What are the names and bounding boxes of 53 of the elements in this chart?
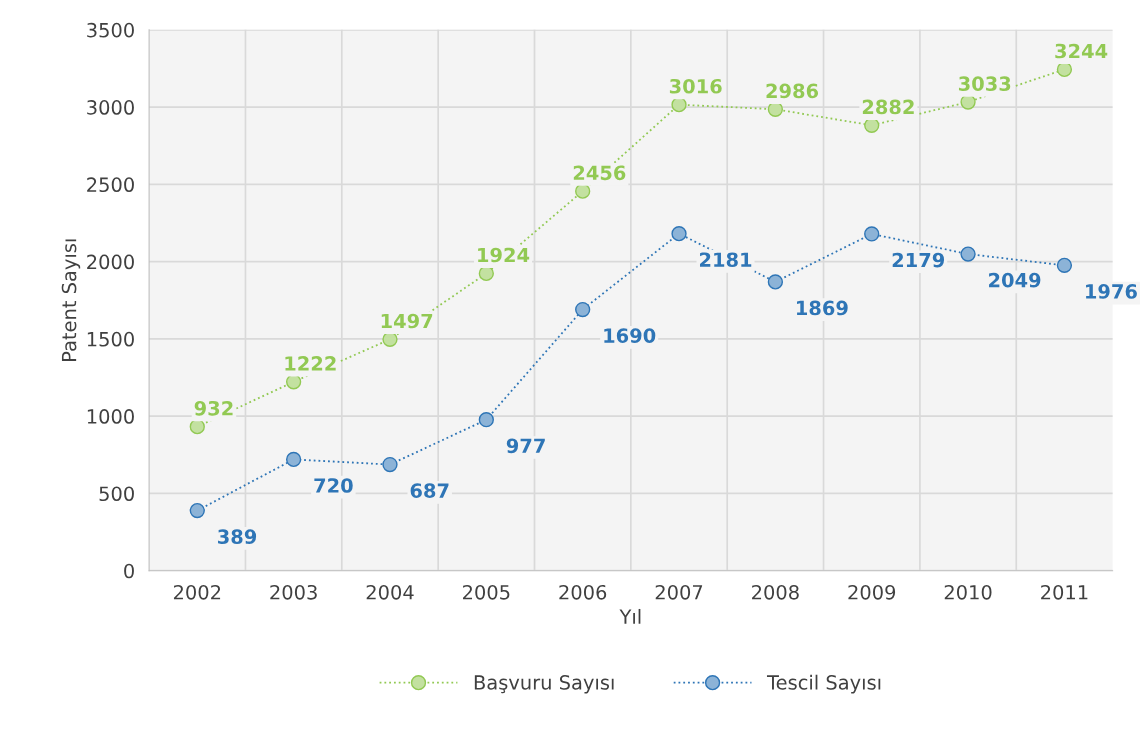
- y-tick-label: 3000: [87, 100, 134, 115]
- point: [189, 419, 205, 435]
- point: [478, 412, 494, 428]
- legend-label: Tescil Sayısı: [766, 674, 881, 694]
- x-tick-label: 2004: [366, 584, 414, 600]
- x-tick-label: 2006: [559, 584, 607, 600]
- data-label: 3244: [1055, 43, 1108, 59]
- data-label: 1690: [604, 328, 656, 343]
- data-label: 1222: [285, 356, 336, 371]
- data-label: 1976: [1086, 284, 1137, 299]
- data-label: 687: [410, 483, 449, 498]
- y-axis-title: Patent Sayısı: [61, 239, 81, 361]
- data-label: 2882: [862, 99, 914, 115]
- point: [864, 226, 880, 242]
- y-tick-label: 0: [124, 563, 134, 579]
- data-label: 977: [506, 438, 545, 454]
- point: [189, 502, 205, 519]
- x-tick-label: 2010: [944, 584, 992, 600]
- y-tick-label: 2000: [87, 254, 134, 270]
- data-label: 2181: [700, 252, 752, 268]
- data-label: 2049: [989, 272, 1041, 288]
- legend-label: Başvuru Sayısı: [474, 675, 614, 694]
- x-tick-label: 2002: [173, 584, 221, 600]
- point: [1056, 257, 1073, 273]
- data-label: 2179: [892, 252, 945, 268]
- data-label: 389: [218, 529, 257, 544]
- point: [575, 301, 591, 318]
- x-tick-label: 2009: [848, 584, 896, 600]
- x-tick-label: 2007: [655, 584, 703, 600]
- x-tick-label: 2008: [752, 584, 799, 600]
- data-label: 1924: [478, 247, 530, 263]
- data-label: 3016: [669, 78, 722, 94]
- y-tick-label: 3500: [87, 22, 134, 38]
- data-label: 932: [194, 400, 233, 416]
- x-tick-label: 2003: [270, 584, 317, 600]
- data-label: 2986: [766, 83, 819, 99]
- data-label: 2456: [573, 165, 626, 181]
- data-label: 1497: [381, 313, 433, 329]
- x-tick-label: 2011: [1041, 584, 1088, 600]
- point: [671, 226, 687, 242]
- point: [285, 451, 302, 468]
- point: [767, 274, 784, 290]
- x-tick-label: 2005: [463, 584, 510, 600]
- point: [960, 246, 976, 262]
- x-axis-title: Yıl: [619, 608, 641, 624]
- y-tick-label: 2500: [87, 177, 134, 193]
- data-label: 720: [314, 478, 353, 493]
- y-tick-label: 500: [99, 486, 134, 502]
- data-label: 1869: [797, 300, 848, 316]
- data-label: 3033: [958, 76, 1011, 91]
- point: [382, 456, 398, 473]
- y-tick-label: 1500: [87, 331, 134, 347]
- y-tick-label: 1000: [87, 409, 134, 424]
